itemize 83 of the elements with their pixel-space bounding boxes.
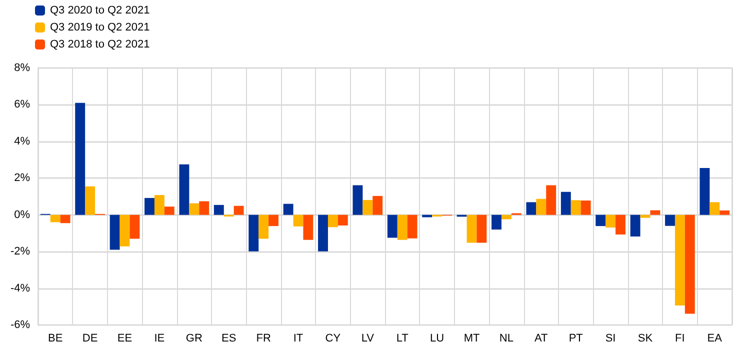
bar [476, 214, 487, 243]
bar [50, 214, 60, 222]
x-tick-label: GR [186, 332, 202, 344]
bar [328, 214, 338, 228]
x-tick-label: PT [568, 332, 584, 344]
bar [674, 214, 685, 306]
x-tick-label: MT [464, 332, 480, 344]
x-tick-label: EE [117, 332, 132, 344]
bar [199, 201, 210, 215]
bar [650, 210, 660, 215]
x-tick-label: NL [499, 332, 514, 344]
y-tick-label: 2% [14, 172, 30, 184]
bar [526, 202, 536, 215]
bar [258, 214, 269, 239]
bar [130, 214, 140, 239]
bar [179, 164, 190, 215]
bar [189, 203, 200, 215]
y-tick-label: 0% [14, 208, 30, 221]
bar [303, 214, 314, 240]
y-tick-label: -4% [10, 282, 30, 294]
bar [684, 214, 695, 314]
bar [492, 214, 502, 230]
bar [60, 214, 70, 224]
bar [710, 202, 720, 215]
bar [110, 214, 120, 250]
x-tick-label: BE [48, 332, 63, 344]
bar [293, 214, 304, 226]
x-tick-label: IE [154, 332, 165, 344]
bar [700, 168, 710, 215]
bar [407, 214, 418, 238]
bar [720, 210, 730, 215]
x-tick-label: IT [293, 332, 304, 344]
bar [466, 214, 477, 243]
x-tick-label: ES [222, 332, 236, 344]
x-tick-label: FR [256, 332, 271, 344]
bar [318, 214, 328, 252]
x-tick-label: LU [430, 332, 444, 344]
bar [387, 214, 398, 238]
bar [154, 195, 164, 215]
x-tick-label: AT [534, 332, 548, 344]
bar [372, 196, 383, 215]
bar [362, 200, 373, 215]
y-tick-label: -6% [10, 319, 30, 331]
bar [248, 214, 259, 252]
y-tick-label: 6% [14, 98, 30, 111]
bar [75, 102, 86, 215]
bar [120, 214, 130, 246]
legend-label: Q3 2020 to Q2 2021 [50, 4, 150, 16]
bar [234, 206, 244, 215]
bar [640, 214, 650, 218]
bar [596, 214, 606, 226]
x-tick-label: EA [707, 332, 723, 344]
y-tick-label: 4% [14, 135, 30, 148]
legend-label: Q3 2019 to Q2 2021 [50, 22, 150, 34]
x-tick-label: SI [605, 332, 616, 344]
bar [144, 198, 154, 215]
bar [338, 214, 348, 226]
x-tick-label: DE [82, 332, 98, 344]
bar [630, 214, 640, 237]
bar [606, 214, 616, 228]
y-tick-label: -2% [10, 246, 30, 258]
x-tick-label: FI [675, 332, 685, 344]
x-tick-label: SK [638, 332, 654, 344]
bar [560, 192, 571, 215]
bar [665, 214, 675, 226]
bar [580, 200, 591, 215]
legend-label: Q3 2018 to Q2 2021 [50, 38, 150, 50]
bar [616, 214, 626, 234]
x-tick-label: LV [361, 332, 375, 344]
x-tick-label: LT [396, 332, 409, 344]
bar [85, 186, 96, 215]
bar [536, 198, 546, 215]
bar [546, 185, 556, 215]
bar [570, 200, 581, 215]
bar [268, 214, 278, 226]
bar [164, 206, 174, 215]
y-tick-label: 8% [14, 62, 30, 74]
bar [283, 204, 294, 215]
bar [352, 185, 363, 215]
bar [397, 214, 408, 240]
bar [214, 204, 224, 215]
x-tick-label: CY [325, 332, 342, 344]
bar [501, 214, 512, 220]
